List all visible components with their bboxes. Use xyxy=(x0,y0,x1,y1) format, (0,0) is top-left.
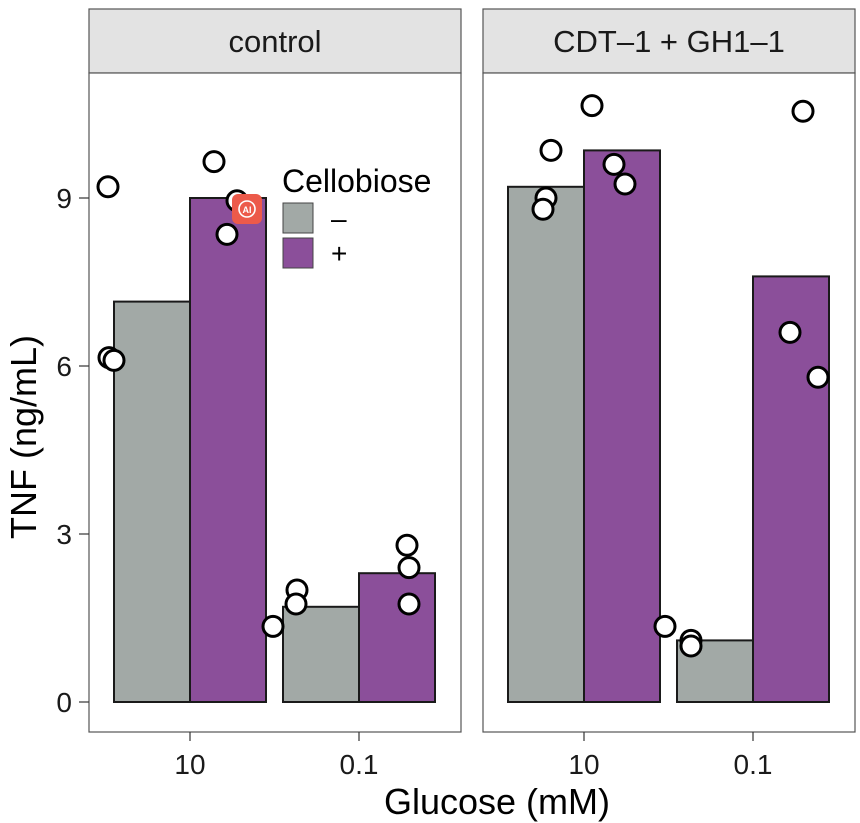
data-point xyxy=(580,94,604,118)
ai-badge-icon[interactable]: AI xyxy=(232,194,262,224)
data-point xyxy=(397,592,421,616)
facet-strip-label: control xyxy=(228,24,321,59)
bar-minus xyxy=(113,300,191,703)
legend-swatch-plus xyxy=(282,237,314,269)
legend-label-minus: – xyxy=(331,203,347,234)
data-point xyxy=(539,138,563,162)
data-point xyxy=(679,634,703,658)
data-point xyxy=(791,99,815,123)
x-tick-label: 10 xyxy=(568,749,599,780)
x-tick-label: 10 xyxy=(174,749,205,780)
data-point xyxy=(215,222,239,246)
facet-strip xyxy=(88,8,462,74)
facet-strip-label: CDT–1 + GH1–1 xyxy=(553,24,785,59)
data-point xyxy=(395,533,419,557)
bar-minus xyxy=(282,605,360,703)
ai-badge-text: AI xyxy=(243,205,252,215)
data-point xyxy=(778,320,802,344)
facet-strip xyxy=(482,8,856,74)
bar-minus xyxy=(507,185,585,704)
bar-plus xyxy=(358,572,436,704)
x-tick-label: 0.1 xyxy=(340,749,379,780)
data-point xyxy=(284,592,308,616)
bar-plus xyxy=(752,275,830,703)
data-point xyxy=(602,152,626,176)
data-point xyxy=(613,172,637,196)
legend-swatch-minus xyxy=(282,202,314,234)
data-point xyxy=(397,556,421,580)
x-axis-title: Glucose (mM) xyxy=(384,781,610,822)
data-point xyxy=(96,175,120,199)
panel-cdt1-gh11: CDT–1 + GH1–1 10 0.1 xyxy=(482,8,856,780)
panel-control: control 10 0.1 xyxy=(88,8,462,780)
data-point xyxy=(102,348,126,372)
y-tick-label: 0 xyxy=(56,687,72,718)
data-point xyxy=(261,614,285,638)
bar-plus xyxy=(583,149,661,703)
y-tick-label: 3 xyxy=(56,519,72,550)
x-tick-label: 0.1 xyxy=(734,749,773,780)
y-tick-label: 9 xyxy=(56,183,72,214)
y-axis-title: TNF (ng/mL) xyxy=(3,335,44,539)
data-point xyxy=(202,150,226,174)
legend-title: Cellobiose xyxy=(282,163,431,199)
data-point xyxy=(653,614,677,638)
panels-layer: control 10 0.1 CDT–1 + GH1–1 10 0.1 xyxy=(88,8,856,780)
legend-label-plus: + xyxy=(331,238,347,269)
y-axis: 0 3 6 9 xyxy=(56,183,89,718)
data-point xyxy=(806,365,830,389)
data-point xyxy=(531,197,555,221)
bar-plus xyxy=(189,197,267,703)
legend: Cellobiose – + xyxy=(282,163,431,269)
y-tick-label: 6 xyxy=(56,351,72,382)
